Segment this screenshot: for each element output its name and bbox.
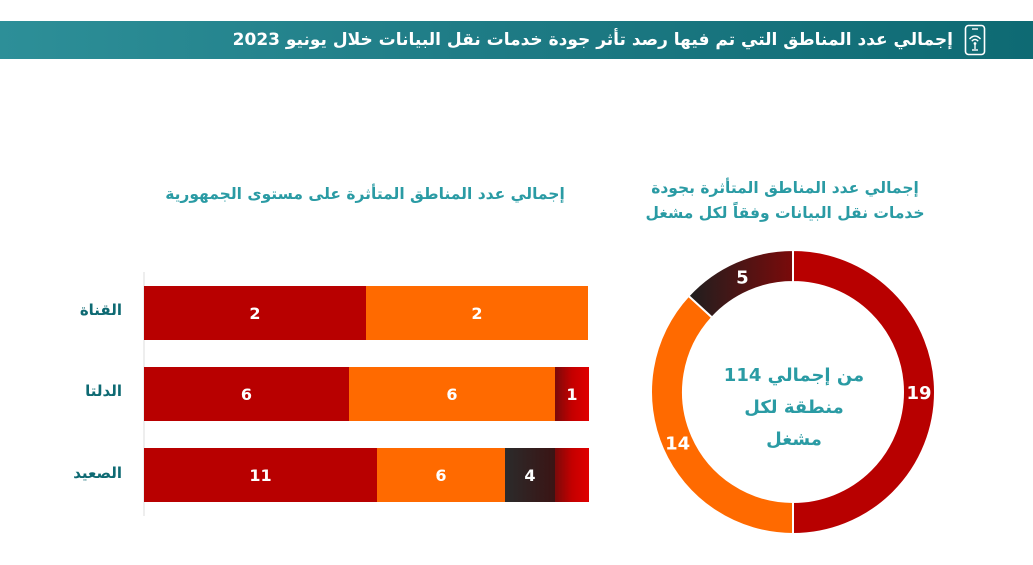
category-label-upper-egypt: الصعيد	[73, 464, 122, 482]
donut-chart-title: إجمالي عدد المناطق المتأثرة بجودة خدمات …	[645, 179, 925, 222]
bar-segment-2-3	[555, 448, 589, 502]
bar-segment-0-0	[144, 286, 366, 340]
bar-label-1-3: 1	[566, 385, 577, 404]
bar-label-2-0: 11	[249, 466, 271, 485]
bar-segment-0-1	[366, 286, 588, 340]
header-bar: إجمالي عدد المناطق التي تم فيها رصد تأثر…	[0, 21, 1033, 59]
bar-label-1-1: 6	[446, 385, 457, 404]
bar-segment-2-1	[377, 448, 505, 502]
bar-segment-2-0	[144, 448, 377, 502]
bar-segment-1-1	[349, 367, 555, 421]
category-label-canal: القناة	[79, 301, 122, 319]
donut-center-text: من إجمالي 114 منطقة لكل مشغل	[714, 360, 874, 456]
bar-label-2-2: 4	[524, 466, 535, 485]
donut-center-line-1: من إجمالي 114	[723, 365, 865, 386]
bar-label-1-0: 6	[241, 385, 252, 404]
donut-slice-2	[687, 248, 794, 319]
bar-label-2-1: 6	[435, 466, 446, 485]
bar-label-0-1: 2	[471, 304, 482, 323]
bar-label-0-0: 2	[249, 304, 260, 323]
donut-label-2: 5	[736, 268, 749, 289]
donut-label-0: 19	[906, 383, 931, 404]
bar-segment-1-3	[555, 367, 589, 421]
donut-slice-0	[792, 248, 936, 536]
bar-chart-title: إجمالي عدد المناطق المتأثرة على مستوى ال…	[165, 185, 565, 203]
donut-center-line-2: منطقة لكل مشغل	[744, 397, 844, 450]
category-label-delta: الدلتا	[85, 382, 122, 400]
donut-label-1: 14	[665, 434, 690, 455]
bar-segment-2-2	[505, 448, 555, 502]
bar-segment-1-0	[144, 367, 349, 421]
page-title: إجمالي عدد المناطق التي تم فيها رصد تأثر…	[232, 30, 953, 50]
phone-signal-icon	[964, 24, 986, 56]
